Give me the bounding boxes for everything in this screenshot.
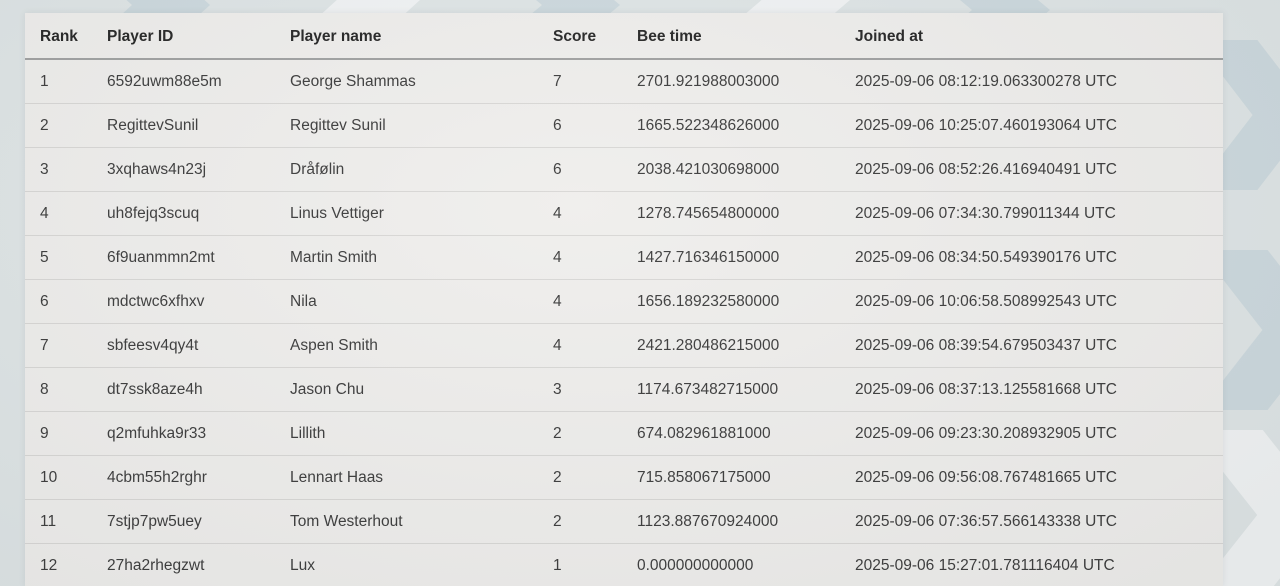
- table-row: 5 6f9uanmmn2mt Martin Smith 4 1427.71634…: [25, 235, 1223, 280]
- cell-score: 2: [553, 411, 637, 456]
- cell-player-name: George Shammas: [290, 73, 416, 90]
- cell-player-name: Martin Smith: [290, 235, 553, 280]
- table-row: 7 sbfeesv4qy4t Aspen Smith 4 2421.280486…: [25, 323, 1223, 368]
- cell-rank: 11: [25, 499, 107, 544]
- cell-bee-time: 2421.280486215000: [637, 323, 855, 368]
- leaderboard: Rank Player ID Player name Score Bee tim…: [25, 13, 1223, 586]
- cell-player-id: q2mfuhka9r33: [107, 411, 290, 456]
- cell-rank: 10: [25, 455, 107, 500]
- cell-bee-time: 0.000000000000: [637, 543, 855, 586]
- cell-score: 6: [553, 103, 637, 148]
- cell-joined-at: 2025-09-06 08:34:50.549390176 UTC: [855, 235, 1223, 280]
- cell-rank: 8: [25, 367, 107, 412]
- column-header-rank: Rank: [25, 13, 107, 60]
- cell-bee-time: 1174.673482715000: [637, 367, 855, 412]
- cell-rank: 9: [25, 411, 107, 456]
- column-header-score: Score: [553, 13, 637, 60]
- cell-joined-at: 2025-09-06 15:27:01.781116404 UTC: [855, 543, 1223, 586]
- cell-player-id: 3xqhaws4n23j: [107, 147, 290, 192]
- cell-player-id: mdctwc6xfhxv: [107, 279, 290, 324]
- cell-player-name: Jason Chu: [290, 367, 553, 412]
- table-row: 3 3xqhaws4n23j Dråfølin 6 2038.421030698…: [25, 147, 1223, 192]
- column-header-bee-time: Bee time: [637, 13, 855, 60]
- cell-player-id: 27ha2rhegzwt: [107, 543, 290, 586]
- cell-player-id: 6f9uanmmn2mt: [107, 235, 290, 280]
- cell-joined-at: 2025-09-06 09:56:08.767481665 UTC: [855, 455, 1223, 500]
- cell-bee-time: 2701.921988003000: [637, 73, 780, 90]
- cell-joined-at: 2025-09-06 08:39:54.679503437 UTC: [855, 323, 1223, 368]
- cell-player-name: Lennart Haas: [290, 455, 553, 500]
- cell-player-id: RegittevSunil: [107, 103, 290, 148]
- cell-rank: 1: [40, 73, 49, 90]
- cell-player-id: 6592uwm88e5m: [107, 73, 222, 90]
- cell-rank: 6: [25, 279, 107, 324]
- cell-rank: 5: [25, 235, 107, 280]
- cell-player-id: 4cbm55h2rghr: [107, 455, 290, 500]
- cell-player-name: Lux: [290, 543, 553, 586]
- cell-player-name: Dråfølin: [290, 147, 553, 192]
- table-row: 4 uh8fejq3scuq Linus Vettiger 4 1278.745…: [25, 191, 1223, 236]
- cell-joined-at: 2025-09-06 09:23:30.208932905 UTC: [855, 411, 1223, 456]
- cell-score: 7: [553, 73, 562, 90]
- cell-joined-at: 2025-09-06 08:52:26.416940491 UTC: [855, 147, 1223, 192]
- table-row: 10 4cbm55h2rghr Lennart Haas 2 715.85806…: [25, 455, 1223, 500]
- cell-rank: 12: [25, 543, 107, 586]
- column-header-joined-at: Joined at: [855, 13, 1223, 60]
- cell-bee-time: 1278.745654800000: [637, 191, 855, 236]
- cell-joined-at: 2025-09-06 07:36:57.566143338 UTC: [855, 499, 1223, 544]
- cell-player-name: Regittev Sunil: [290, 103, 553, 148]
- cell-score: 4: [553, 235, 637, 280]
- table-row: 12 27ha2rhegzwt Lux 1 0.000000000000 202…: [25, 543, 1223, 586]
- cell-bee-time: 1427.716346150000: [637, 235, 855, 280]
- table-row: 9 q2mfuhka9r33 Lillith 2 674.08296188100…: [25, 411, 1223, 456]
- table-row: 6 mdctwc6xfhxv Nila 4 1656.189232580000 …: [25, 279, 1223, 324]
- cell-player-name: Tom Westerhout: [290, 499, 553, 544]
- cell-rank: 4: [25, 191, 107, 236]
- cell-score: 3: [553, 367, 637, 412]
- cell-player-id: uh8fejq3scuq: [107, 191, 290, 236]
- cell-player-name: Lillith: [290, 411, 553, 456]
- cell-player-id: 7stjp7pw5uey: [107, 499, 290, 544]
- cell-player-name: Aspen Smith: [290, 323, 553, 368]
- cell-bee-time: 2038.421030698000: [637, 147, 855, 192]
- cell-rank: 2: [25, 103, 107, 148]
- cell-player-id: sbfeesv4qy4t: [107, 323, 290, 368]
- cell-score: 2: [553, 455, 637, 500]
- cell-bee-time: 1665.522348626000: [637, 103, 855, 148]
- cell-score: 6: [553, 147, 637, 192]
- cell-rank: 3: [25, 147, 107, 192]
- cell-bee-time: 1656.189232580000: [637, 279, 855, 324]
- cell-score: 4: [553, 191, 637, 236]
- cell-bee-time: 715.858067175000: [637, 455, 855, 500]
- table-row: 1 6592uwm88e5m George Shammas 7 2701.921…: [25, 59, 1223, 104]
- cell-bee-time: 1123.887670924000: [637, 499, 855, 544]
- cell-joined-at: 2025-09-06 10:06:58.508992543 UTC: [855, 279, 1223, 324]
- cell-joined-at: 2025-09-06 07:34:30.799011344 UTC: [855, 191, 1223, 236]
- cell-score: 1: [553, 543, 637, 586]
- cell-rank: 7: [25, 323, 107, 368]
- cell-joined-at: 2025-09-06 08:12:19.063300278 UTC: [855, 73, 1117, 90]
- table-row: 11 7stjp7pw5uey Tom Westerhout 2 1123.88…: [25, 499, 1223, 544]
- cell-score: 2: [553, 499, 637, 544]
- table-header-row: Rank Player ID Player name Score Bee tim…: [25, 13, 1223, 60]
- cell-joined-at: 2025-09-06 08:37:13.125581668 UTC: [855, 367, 1223, 412]
- cell-player-name: Linus Vettiger: [290, 191, 553, 236]
- cell-player-id: dt7ssk8aze4h: [107, 367, 290, 412]
- cell-score: 4: [553, 323, 637, 368]
- cell-player-name: Nila: [290, 279, 553, 324]
- column-header-player-name: Player name: [290, 13, 553, 60]
- column-header-player-id: Player ID: [107, 13, 290, 60]
- leaderboard-table: Rank Player ID Player name Score Bee tim…: [25, 13, 1223, 586]
- cell-joined-at: 2025-09-06 10:25:07.460193064 UTC: [855, 103, 1223, 148]
- cell-score: 4: [553, 279, 637, 324]
- table-row: 8 dt7ssk8aze4h Jason Chu 3 1174.67348271…: [25, 367, 1223, 412]
- table-row: 2 RegittevSunil Regittev Sunil 6 1665.52…: [25, 103, 1223, 148]
- cell-bee-time: 674.082961881000: [637, 411, 855, 456]
